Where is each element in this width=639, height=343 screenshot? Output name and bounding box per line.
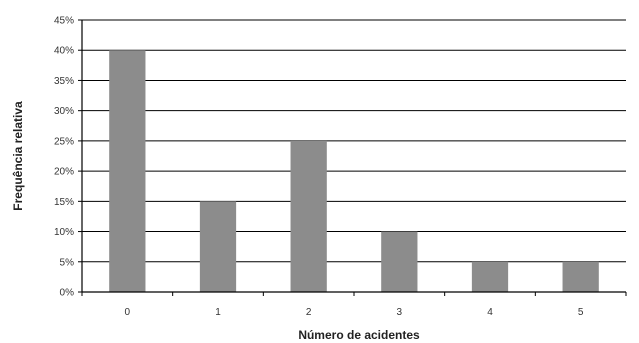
x-tick-label: 2 bbox=[306, 307, 312, 318]
y-axis-title: Frequência relativa bbox=[11, 101, 25, 211]
x-tick-labels: 0 1 2 3 4 5 bbox=[125, 307, 584, 318]
axes bbox=[78, 19, 627, 296]
bar-2 bbox=[290, 140, 327, 292]
bar-4 bbox=[471, 261, 509, 292]
y-tick-label: 40% bbox=[54, 46, 74, 57]
y-tick-label: 0% bbox=[60, 288, 75, 299]
gridlines bbox=[82, 19, 626, 263]
y-tick-label: 20% bbox=[54, 167, 74, 178]
x-tick-label: 0 bbox=[125, 307, 131, 318]
y-tick-label: 25% bbox=[54, 136, 74, 147]
bar-1 bbox=[199, 201, 237, 292]
x-axis-title: Número de acidentes bbox=[298, 328, 420, 342]
x-tick-label: 4 bbox=[487, 307, 493, 318]
bar-series bbox=[109, 50, 599, 292]
bar-3 bbox=[381, 231, 418, 292]
y-tick-label: 10% bbox=[54, 227, 74, 238]
y-tick-label: 45% bbox=[54, 16, 74, 27]
x-tick-label: 3 bbox=[397, 307, 403, 318]
x-tick-label: 5 bbox=[578, 307, 584, 318]
x-tick-label: 1 bbox=[215, 307, 221, 318]
bar-0 bbox=[109, 50, 146, 292]
y-tick-label: 30% bbox=[54, 106, 74, 117]
y-tick-label: 5% bbox=[60, 257, 75, 268]
y-tick-label: 15% bbox=[54, 197, 74, 208]
y-tick-label: 35% bbox=[54, 76, 74, 87]
bar-5 bbox=[562, 261, 599, 292]
y-tick-labels: 0% 5% 10% 15% 20% 25% 30% 35% 40% 45% bbox=[54, 16, 74, 299]
